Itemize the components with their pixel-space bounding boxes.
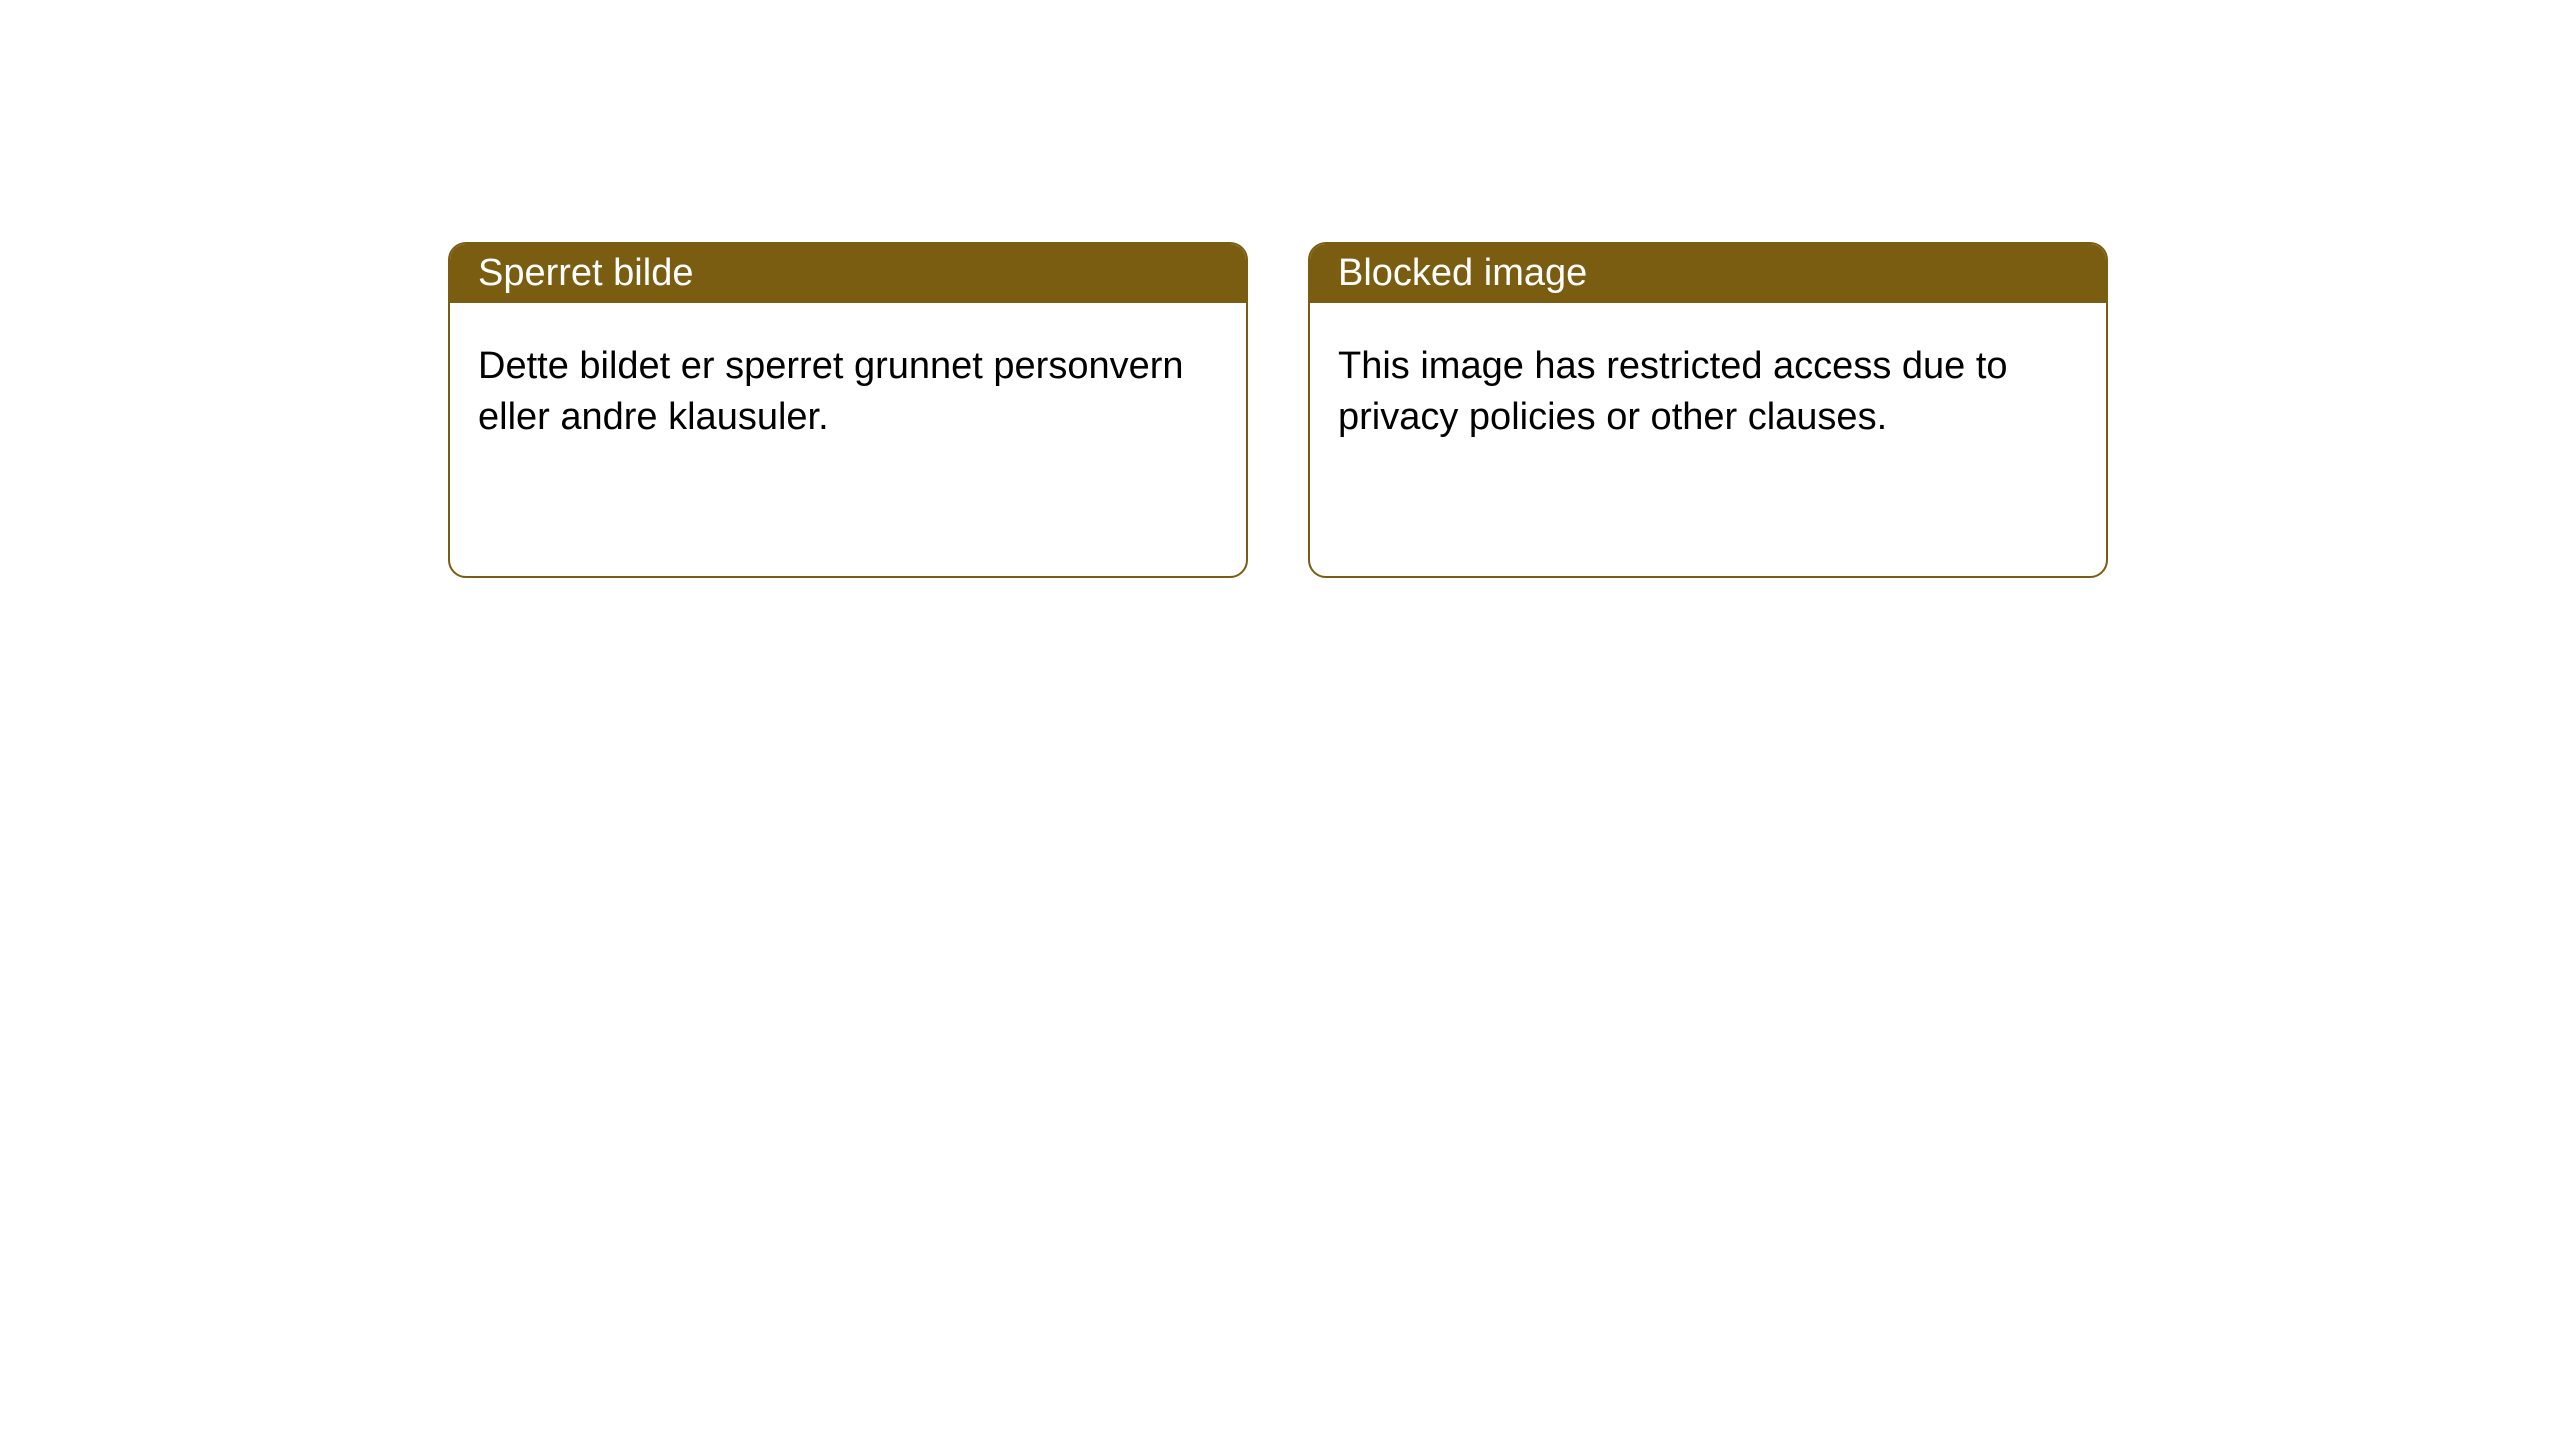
notice-header: Blocked image (1310, 244, 2106, 303)
notice-body: This image has restricted access due to … (1310, 303, 2106, 482)
notice-card-english: Blocked image This image has restricted … (1308, 242, 2108, 578)
notice-body: Dette bildet er sperret grunnet personve… (450, 303, 1246, 482)
notice-container: Sperret bilde Dette bildet er sperret gr… (448, 242, 2108, 578)
notice-header: Sperret bilde (450, 244, 1246, 303)
notice-card-norwegian: Sperret bilde Dette bildet er sperret gr… (448, 242, 1248, 578)
